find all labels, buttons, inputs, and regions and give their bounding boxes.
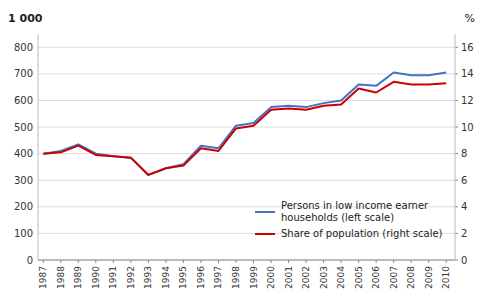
y-tick-label: 400 xyxy=(14,148,33,159)
y2-tick-label: 6 xyxy=(461,175,467,186)
x-tick-label: 1998 xyxy=(231,266,241,289)
x-tick xyxy=(95,260,96,263)
y2-axis-label: % xyxy=(465,12,475,25)
x-tick xyxy=(288,260,289,263)
x-tick xyxy=(341,260,342,263)
x-tick xyxy=(235,260,236,263)
x-tick xyxy=(393,260,394,263)
x-tick xyxy=(218,260,219,263)
y2-tick-label: 16 xyxy=(461,42,474,53)
x-tick xyxy=(428,260,429,263)
grid-line xyxy=(38,260,455,261)
y-tick-label: 200 xyxy=(14,201,33,212)
y2-tick-label: 12 xyxy=(461,95,474,106)
x-tick xyxy=(306,260,307,263)
legend-label: Persons in low income earnerhouseholds (… xyxy=(281,200,429,223)
x-tick-label: 1988 xyxy=(56,266,66,289)
x-tick xyxy=(43,260,44,263)
legend-label-line: households (left scale) xyxy=(281,212,394,223)
y-tick-label: 800 xyxy=(14,42,33,53)
x-tick-label: 2003 xyxy=(319,266,329,289)
legend-label-line: Share of population (right scale) xyxy=(281,228,443,239)
x-tick xyxy=(253,260,254,263)
x-tick-label: 1991 xyxy=(108,266,118,289)
x-tick-label: 1994 xyxy=(161,266,171,289)
x-tick-label: 1996 xyxy=(196,266,206,289)
x-tick-label: 1995 xyxy=(178,266,188,289)
x-tick xyxy=(78,260,79,263)
x-tick xyxy=(183,260,184,263)
y-tick-label: 0 xyxy=(27,255,33,266)
y2-tick-label: 4 xyxy=(461,201,467,212)
y2-tick-label: 0 xyxy=(461,255,467,266)
x-tick xyxy=(323,260,324,263)
y2-axis-line xyxy=(455,34,456,260)
x-tick-label: 2006 xyxy=(371,266,381,289)
x-tick-label: 1989 xyxy=(73,266,83,289)
x-tick-label: 1990 xyxy=(91,266,101,289)
x-tick-label: 1987 xyxy=(38,266,48,289)
legend-swatch xyxy=(255,233,275,235)
y-tick-label: 600 xyxy=(14,95,33,106)
x-tick-label: 2001 xyxy=(284,266,294,289)
y2-tick-label: 2 xyxy=(461,228,467,239)
grid-line xyxy=(38,100,455,101)
x-tick xyxy=(113,260,114,263)
x-tick-label: 2002 xyxy=(301,266,311,289)
grid-line xyxy=(38,180,455,181)
legend-label-line: Persons in low income earner xyxy=(281,200,429,211)
y2-tick-label: 8 xyxy=(461,148,467,159)
x-tick xyxy=(358,260,359,263)
grid-line xyxy=(38,47,455,48)
x-tick-label: 1993 xyxy=(143,266,153,289)
y-tick-label: 100 xyxy=(14,228,33,239)
y2-tick-label: 14 xyxy=(461,68,474,79)
legend-label: Share of population (right scale) xyxy=(281,228,443,239)
x-tick xyxy=(60,260,61,263)
y-axis-line xyxy=(38,34,39,260)
y-tick-label: 500 xyxy=(14,122,33,133)
y-axis-label: 1 000 xyxy=(8,12,43,25)
x-tick xyxy=(200,260,201,263)
y-tick-label: 700 xyxy=(14,68,33,79)
x-tick xyxy=(411,260,412,263)
legend: Persons in low income earnerhouseholds (… xyxy=(255,200,443,239)
x-tick-label: 2007 xyxy=(389,266,399,289)
x-tick xyxy=(446,260,447,263)
x-tick-label: 1992 xyxy=(126,266,136,289)
x-tick xyxy=(130,260,131,263)
y2-tick-label: 10 xyxy=(461,122,474,133)
series-line xyxy=(43,73,446,175)
x-tick-label: 2009 xyxy=(424,266,434,289)
legend-swatch xyxy=(255,211,275,213)
series-line xyxy=(43,82,446,175)
chart: 0 100 200 300 400 500 600 700 800 0 2 4 6 8 10 12 14 16 19… xyxy=(0,0,493,304)
x-tick-label: 2004 xyxy=(336,266,346,289)
x-tick-label: 1999 xyxy=(249,266,259,289)
x-tick-label: 2000 xyxy=(266,266,276,289)
y-tick-label: 300 xyxy=(14,175,33,186)
x-tick-label: 2010 xyxy=(441,266,451,289)
x-tick-label: 2005 xyxy=(354,266,364,289)
x-axis-line xyxy=(38,260,455,261)
x-tick-label: 1997 xyxy=(213,266,223,289)
x-tick xyxy=(271,260,272,263)
x-tick xyxy=(165,260,166,263)
x-tick xyxy=(376,260,377,263)
x-tick xyxy=(148,260,149,263)
x-tick-label: 2008 xyxy=(406,266,416,289)
plot-area xyxy=(43,73,446,175)
